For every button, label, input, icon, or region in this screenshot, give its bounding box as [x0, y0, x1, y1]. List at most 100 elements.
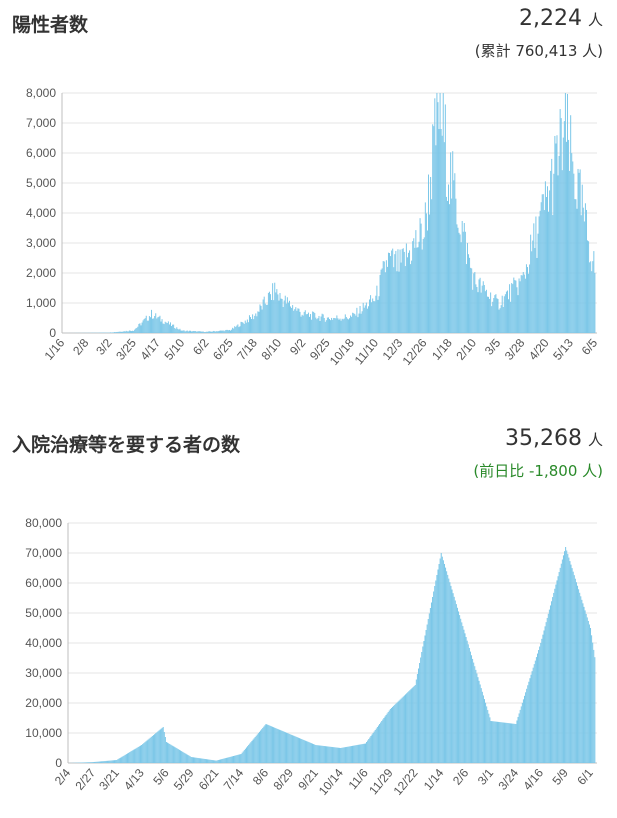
bar: [436, 93, 438, 333]
bar: [270, 726, 272, 763]
bar: [401, 249, 403, 333]
bar: [347, 319, 349, 333]
bar: [221, 759, 223, 763]
bar: [126, 331, 128, 333]
hospitalized-value: 35,268: [505, 426, 582, 451]
bar: [142, 320, 144, 333]
bar: [370, 736, 372, 763]
bar: [538, 216, 540, 333]
bar: [316, 745, 318, 763]
bar: [258, 311, 260, 333]
bar: [565, 547, 567, 763]
bar: [529, 264, 531, 333]
bar: [509, 723, 511, 763]
bar: [83, 762, 85, 763]
bar: [154, 315, 156, 333]
bar: [474, 666, 476, 763]
bar: [143, 743, 145, 763]
bar: [562, 137, 564, 333]
bar: [342, 747, 344, 763]
bar: [377, 299, 379, 333]
bar: [135, 748, 137, 763]
bar: [115, 760, 117, 763]
bar: [554, 135, 556, 333]
bar: [504, 294, 506, 333]
bar: [490, 292, 492, 333]
bar: [168, 324, 170, 333]
bar: [268, 725, 270, 763]
bar: [194, 331, 196, 333]
bar: [250, 317, 252, 333]
bar: [233, 328, 235, 333]
bar: [434, 98, 436, 333]
bar: [207, 759, 209, 763]
bar: [406, 257, 408, 333]
bar: [267, 292, 269, 333]
bar: [501, 295, 503, 333]
bar: [115, 332, 117, 333]
bar: [367, 740, 369, 763]
bar: [541, 638, 543, 763]
bar: [265, 724, 267, 763]
bar: [150, 736, 152, 763]
bar: [336, 747, 338, 763]
bar: [470, 267, 472, 333]
bar: [588, 624, 590, 763]
bar: [476, 287, 478, 333]
bar: [354, 745, 356, 763]
bar: [190, 757, 192, 763]
bar: [93, 762, 95, 763]
bar: [586, 617, 588, 763]
bar: [387, 252, 389, 333]
bar: [226, 329, 228, 333]
bar: [297, 308, 299, 333]
bar: [117, 331, 119, 333]
bar: [461, 220, 463, 333]
bar: [571, 568, 573, 763]
bar: [432, 124, 434, 333]
bar: [264, 725, 266, 763]
bar: [263, 296, 265, 333]
bar: [361, 311, 363, 333]
bar: [508, 723, 510, 763]
bar: [251, 319, 253, 333]
bar: [348, 746, 350, 763]
bar: [284, 732, 286, 763]
bar: [269, 725, 271, 763]
bar: [256, 316, 258, 333]
bar: [136, 327, 138, 333]
bar: [240, 321, 242, 333]
bar: [264, 303, 266, 333]
bar: [127, 331, 129, 333]
bar: [340, 748, 342, 763]
bar: [499, 722, 501, 763]
bar: [165, 322, 167, 333]
bar: [478, 680, 480, 763]
bar: [114, 332, 116, 333]
bar: [573, 575, 575, 763]
bar: [204, 332, 206, 333]
bar: [331, 317, 333, 333]
bar: [454, 173, 456, 333]
bar: [545, 196, 547, 333]
bar: [528, 273, 530, 333]
bar: [160, 321, 162, 333]
bar: [360, 313, 362, 333]
bar: [426, 230, 428, 333]
bar: [147, 320, 149, 333]
bar: [185, 753, 187, 763]
bar: [502, 722, 504, 763]
bar: [138, 323, 140, 333]
bar: [576, 208, 578, 333]
bar: [404, 266, 406, 333]
bar: [287, 302, 289, 333]
x-tick-label: 6/21: [196, 766, 222, 793]
bar: [178, 329, 180, 333]
bar: [276, 289, 278, 333]
bar: [372, 733, 374, 763]
y-tick-label: 6,000: [26, 146, 56, 160]
bar: [213, 330, 215, 333]
bar: [558, 155, 560, 333]
bar: [541, 194, 543, 333]
bar: [339, 747, 341, 763]
